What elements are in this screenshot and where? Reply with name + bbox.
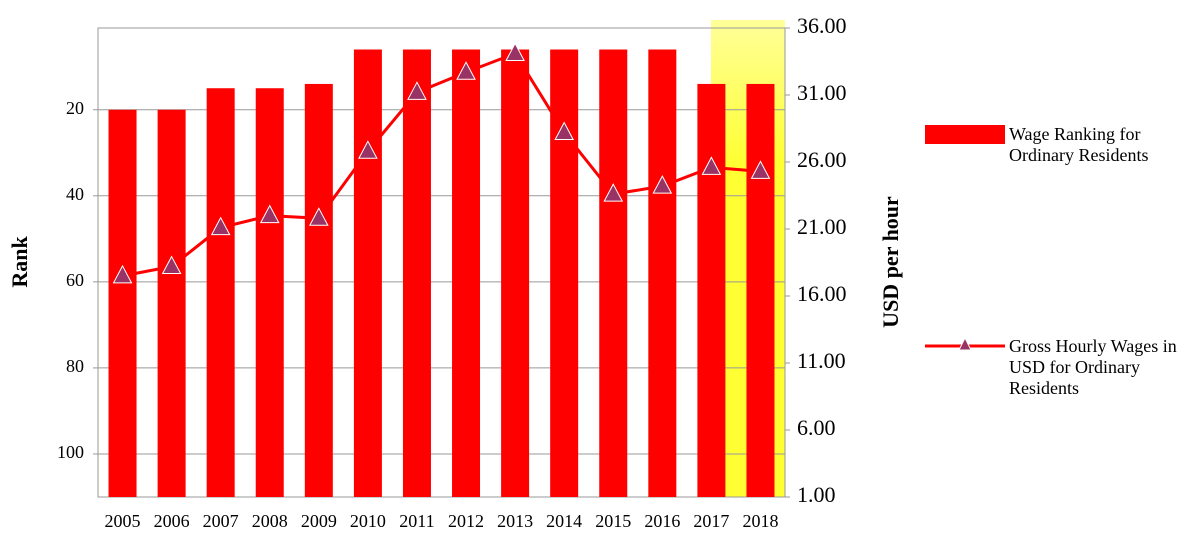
x-tick-label: 2006 [154, 511, 190, 531]
x-tick-label: 2014 [546, 511, 582, 531]
y2-tick-label: 26.00 [797, 147, 847, 172]
line-marker [407, 81, 427, 100]
x-tick-label: 2008 [252, 511, 288, 531]
bar [353, 49, 382, 497]
y2-tick-label: 1.00 [797, 482, 836, 507]
line-marker [701, 156, 722, 175]
line-marker [456, 61, 476, 80]
bar [206, 88, 235, 498]
bar [108, 109, 137, 498]
x-tick-label: 2007 [203, 511, 239, 531]
bar [648, 49, 677, 497]
y-axis-title: Rank [7, 236, 32, 288]
line-marker [358, 140, 378, 159]
line-marker [210, 216, 231, 236]
line-marker [112, 264, 133, 284]
x-tick-label: 2017 [693, 511, 729, 531]
x-tick-label: 2016 [644, 511, 680, 531]
x-tick-label: 2018 [742, 511, 778, 531]
y-tick-label: 100 [57, 442, 84, 462]
legend-bar-label: Wage Ranking for Ordinary Residents [1009, 124, 1149, 165]
x-tick-label: 2009 [301, 511, 337, 531]
bar [452, 49, 481, 497]
x-tick-label: 2013 [497, 511, 533, 531]
line-marker [308, 207, 329, 226]
legend-swatch-marker [958, 336, 972, 351]
bar [599, 49, 628, 497]
bar [255, 88, 284, 498]
x-tick-label: 2010 [350, 511, 386, 531]
line-marker [554, 121, 575, 141]
y2-tick-label: 21.00 [797, 214, 847, 239]
bar [402, 49, 431, 497]
bar [501, 49, 530, 497]
y2-tick-label: 6.00 [797, 415, 836, 440]
y-tick-label: 40 [66, 184, 84, 204]
y-tick-label: 20 [66, 98, 84, 118]
line-marker [603, 183, 624, 202]
y-tick-label: 60 [66, 270, 84, 290]
legend-line-label: Gross Hourly Wages in USD for Ordinary R… [1009, 336, 1177, 398]
bar [697, 83, 726, 497]
bar [157, 109, 186, 498]
line-marker [161, 255, 182, 275]
line-marker [505, 42, 525, 61]
y2-tick-label: 16.00 [797, 281, 847, 306]
y2-tick-label: 31.00 [797, 80, 847, 105]
line-marker [259, 204, 280, 224]
legend-swatch-bar [925, 125, 1005, 144]
x-tick-label: 2005 [105, 511, 141, 531]
x-tick-label: 2015 [595, 511, 631, 531]
y-tick-label: 80 [66, 356, 84, 376]
plot-border [97, 27, 786, 498]
line-marker [750, 160, 771, 179]
bar [746, 83, 775, 497]
y2-tick-label: 36.00 [797, 13, 847, 38]
x-tick-label: 2012 [448, 511, 484, 531]
x-tick-label: 2011 [399, 511, 434, 531]
line-marker [652, 175, 673, 194]
bar [304, 83, 333, 497]
line [122, 51, 761, 278]
y2-tick-label: 11.00 [797, 348, 846, 373]
y2-axis-title: USD per hour [878, 196, 903, 328]
